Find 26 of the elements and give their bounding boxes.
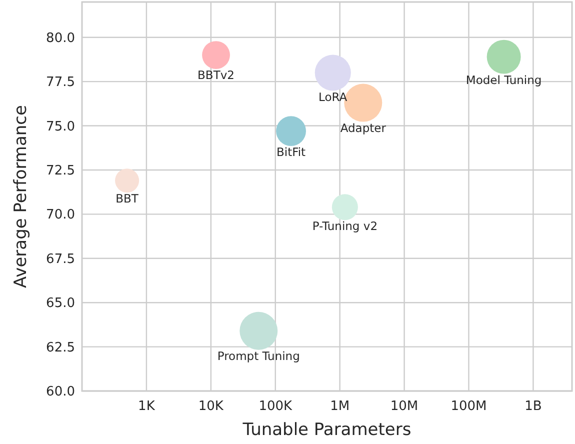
y-tick-label: 67.5 xyxy=(46,252,75,267)
y-tick-label: 80.0 xyxy=(46,30,75,46)
series-label: Adapter xyxy=(340,120,386,135)
x-tick-label: 1B xyxy=(524,399,542,414)
x-tick-label: 10K xyxy=(198,399,224,414)
y-tick-label: 62.5 xyxy=(46,340,75,356)
y-tick-label: 77.5 xyxy=(46,75,75,90)
x-tick-label: 100K xyxy=(258,399,293,414)
x-tick-label: 1K xyxy=(138,399,156,414)
series-label: LoRA xyxy=(318,90,348,104)
x-tick-label: 10M xyxy=(390,399,418,414)
y-axis-title: Average Performance xyxy=(11,105,31,288)
series-label: Prompt Tuning xyxy=(217,348,300,363)
y-tick-label: 70.0 xyxy=(46,208,75,223)
series-label: BBTv2 xyxy=(198,68,234,82)
x-tick-label: 100M xyxy=(450,399,487,414)
series-label: P-Tuning v2 xyxy=(312,219,378,234)
x-tick-label: 1M xyxy=(330,399,350,414)
y-tick-label: 65.0 xyxy=(46,296,75,312)
x-axis-title: Tunable Parameters xyxy=(242,420,412,440)
series-label: BitFit xyxy=(276,145,306,160)
series-label: Model Tuning xyxy=(466,72,542,87)
series-label: BBT xyxy=(116,192,140,206)
y-tick-label: 75.0 xyxy=(46,119,75,134)
y-tick-label: 72.5 xyxy=(46,163,75,178)
y-tick-label: 60.0 xyxy=(46,384,75,400)
